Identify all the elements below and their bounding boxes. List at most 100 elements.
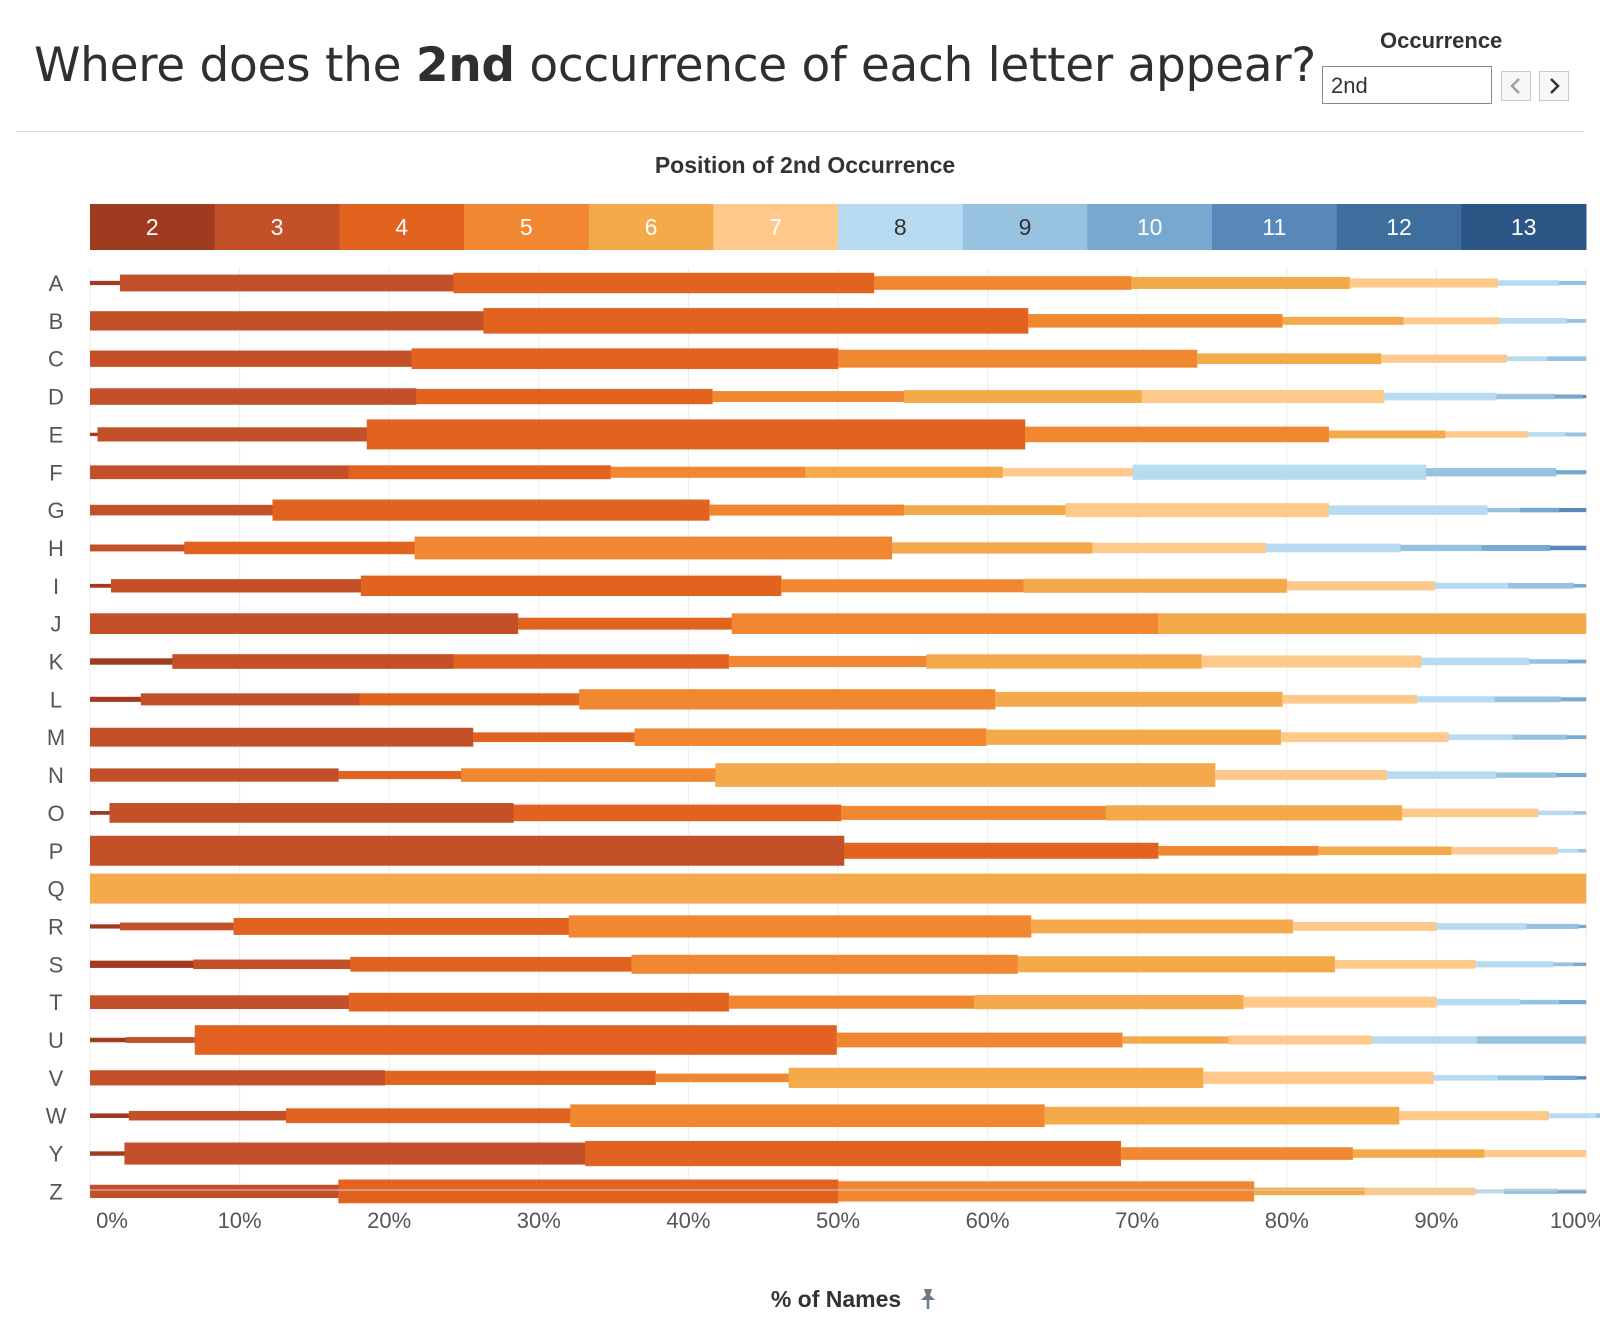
bar-segment-D-8[interactable] [1384, 392, 1497, 401]
bar-segment-D-11[interactable] [1583, 394, 1587, 399]
bar-segment-M-4[interactable] [472, 732, 635, 743]
bar-segment-F-3[interactable] [90, 465, 350, 480]
bar-segment-K-4[interactable] [453, 654, 730, 669]
bar-segment-O-9[interactable] [1574, 811, 1587, 815]
legend-swatch-2[interactable] [90, 204, 216, 250]
bar-segment-A-2[interactable] [90, 280, 121, 286]
bar-segment-D-3[interactable] [90, 388, 417, 405]
bar-segment-G-8[interactable] [1328, 505, 1488, 515]
bar-segment-R-3[interactable] [119, 922, 234, 931]
bar-segment-K-6[interactable] [926, 654, 1202, 669]
bar-segment-M-3[interactable] [90, 727, 474, 747]
bar-segment-A-9[interactable] [1559, 280, 1587, 286]
bar-segment-P-4[interactable] [843, 842, 1159, 859]
bar-segment-J-6[interactable] [1158, 613, 1587, 635]
bar-segment-R-7[interactable] [1292, 921, 1437, 931]
bar-segment-M-7[interactable] [1280, 732, 1449, 743]
bar-segment-O-4[interactable] [513, 804, 842, 822]
bar-segment-W-3[interactable] [128, 1110, 287, 1121]
bar-segment-E-2[interactable] [90, 432, 98, 437]
bar-segment-N-5[interactable] [461, 768, 716, 782]
bar-segment-B-9[interactable] [1566, 318, 1587, 323]
bar-segment-M-6[interactable] [986, 729, 1282, 745]
bar-segment-O-7[interactable] [1401, 808, 1539, 818]
bar-segment-C-5[interactable] [838, 349, 1198, 368]
bar-segment-D-5[interactable] [712, 391, 905, 403]
bar-segment-H-10[interactable] [1481, 545, 1551, 551]
bar-segment-T-8[interactable] [1436, 998, 1521, 1006]
bar-segment-R-9[interactable] [1526, 923, 1579, 930]
bar-segment-D-6[interactable] [903, 390, 1142, 403]
bar-segment-V-7[interactable] [1203, 1071, 1434, 1085]
bar-segment-G-5[interactable] [709, 504, 905, 516]
bar-segment-M-5[interactable] [634, 728, 987, 746]
bar-segment-E-8[interactable] [1527, 432, 1566, 437]
bar-segment-V-9[interactable] [1497, 1075, 1545, 1081]
bar-segment-Z-7[interactable] [1364, 1187, 1476, 1196]
bar-segment-N-3[interactable] [90, 768, 339, 782]
bar-segment-O-5[interactable] [840, 805, 1107, 820]
bar-segment-W-8[interactable] [1548, 1113, 1597, 1119]
bar-segment-S-7[interactable] [1334, 959, 1476, 969]
bar-segment-D-7[interactable] [1141, 390, 1385, 404]
bar-segment-W-9[interactable] [1596, 1113, 1600, 1118]
bar-segment-Z-5[interactable] [838, 1181, 1255, 1202]
bar-segment-W-6[interactable] [1044, 1106, 1400, 1125]
bar-segment-V-3[interactable] [90, 1070, 386, 1086]
bar-segment-Z-10[interactable] [1557, 1189, 1587, 1194]
bar-segment-L-10[interactable] [1560, 697, 1587, 702]
bar-segment-J-5[interactable] [731, 613, 1159, 634]
bar-segment-A-6[interactable] [1131, 276, 1350, 290]
bar-segment-T-6[interactable] [974, 995, 1244, 1010]
bar-segment-T-7[interactable] [1243, 996, 1437, 1008]
bar-segment-I-2[interactable] [90, 583, 112, 588]
bar-segment-D-9[interactable] [1496, 393, 1555, 400]
bar-segment-U-4[interactable] [194, 1025, 837, 1055]
bar-segment-K-2[interactable] [90, 658, 173, 665]
bar-segment-H-6[interactable] [891, 542, 1093, 554]
bar-segment-D-10[interactable] [1554, 394, 1584, 399]
bar-segment-B-7[interactable] [1403, 317, 1500, 325]
bar-segment-B-8[interactable] [1499, 317, 1567, 324]
bar-segment-R-5[interactable] [568, 915, 1032, 938]
bar-segment-I-10[interactable] [1574, 584, 1587, 588]
bar-segment-C-9[interactable] [1547, 356, 1587, 362]
bar-segment-Y-2[interactable] [90, 1151, 125, 1156]
legend-swatch-4[interactable] [339, 204, 465, 250]
bar-segment-C-3[interactable] [90, 350, 412, 367]
bar-segment-Z-9[interactable] [1503, 1188, 1558, 1195]
bar-segment-G-3[interactable] [90, 504, 273, 516]
legend-swatch-13[interactable] [1461, 204, 1587, 250]
bar-segment-B-4[interactable] [483, 308, 1029, 334]
bar-segment-E-6[interactable] [1328, 430, 1446, 439]
bar-segment-S-8[interactable] [1475, 961, 1554, 968]
bar-segment-C-6[interactable] [1197, 353, 1382, 365]
pin-icon[interactable] [921, 1289, 935, 1309]
bar-segment-N-10[interactable] [1556, 772, 1587, 778]
bar-segment-Z-8[interactable] [1475, 1189, 1505, 1194]
bar-segment-I-9[interactable] [1508, 582, 1575, 589]
bar-segment-J-3[interactable] [90, 613, 519, 635]
bar-segment-R-2[interactable] [90, 924, 121, 929]
bar-segment-I-6[interactable] [1023, 578, 1288, 593]
legend-swatch-5[interactable] [464, 204, 590, 250]
bar-segment-K-7[interactable] [1201, 655, 1422, 668]
bar-segment-O-6[interactable] [1105, 805, 1403, 821]
bar-segment-L-3[interactable] [140, 693, 360, 706]
bar-segment-F-5[interactable] [610, 466, 806, 478]
bar-segment-U-6[interactable] [1122, 1036, 1229, 1044]
bar-segment-K-3[interactable] [172, 654, 454, 669]
bar-segment-D-4[interactable] [416, 388, 713, 405]
legend-swatch-9[interactable] [962, 204, 1088, 250]
bar-segment-G-11[interactable] [1559, 508, 1587, 513]
bar-segment-H-11[interactable] [1550, 545, 1587, 551]
bar-segment-Z-3[interactable] [90, 1184, 339, 1199]
bar-segment-R-6[interactable] [1030, 919, 1294, 934]
bar-segment-U-8[interactable] [1372, 1036, 1478, 1044]
bar-segment-P-8[interactable] [1557, 848, 1579, 853]
bar-segment-Y-3[interactable] [124, 1142, 586, 1165]
bar-segment-L-9[interactable] [1494, 696, 1561, 703]
bar-segment-C-7[interactable] [1381, 354, 1508, 363]
bar-segment-B-6[interactable] [1282, 316, 1404, 325]
bar-segment-V-10[interactable] [1544, 1075, 1578, 1081]
